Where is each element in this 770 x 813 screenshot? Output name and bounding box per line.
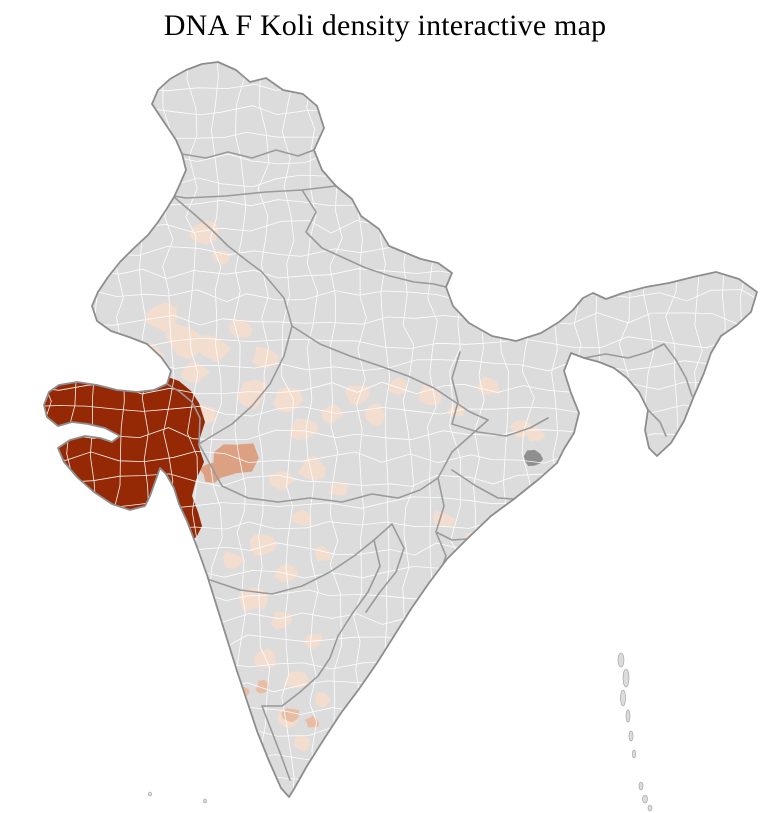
low-density-district[interactable]: [268, 471, 296, 492]
low-density-district[interactable]: [305, 633, 323, 650]
high-density-region-gujarat[interactable]: [40, 376, 205, 538]
medium-density-district[interactable]: [213, 443, 259, 479]
low-density-district[interactable]: [272, 387, 304, 413]
low-density-district[interactable]: [387, 377, 408, 395]
low-density-district[interactable]: [238, 587, 269, 612]
low-density-district[interactable]: [288, 418, 319, 441]
low-density-district[interactable]: [477, 376, 500, 395]
low-density-district[interactable]: [293, 735, 311, 752]
low-density-district[interactable]: [270, 610, 293, 630]
india-outline: [43, 61, 758, 798]
low-density-district[interactable]: [236, 379, 267, 410]
low-density-district[interactable]: [275, 563, 300, 582]
medium-density-district[interactable]: [199, 462, 221, 484]
low-density-district[interactable]: [254, 648, 276, 669]
low-density-district[interactable]: [115, 360, 136, 384]
low-density-district[interactable]: [292, 509, 312, 527]
low-density-district[interactable]: [223, 551, 246, 570]
low-density-district[interactable]: [189, 220, 220, 245]
low-density-district[interactable]: [212, 249, 231, 265]
low-density-district[interactable]: [314, 691, 332, 709]
low-density-district[interactable]: [320, 403, 344, 423]
low-density-district[interactable]: [329, 483, 349, 496]
state-borders: [147, 149, 693, 781]
islands-andaman-nicobar: [148, 652, 653, 812]
low-density-district[interactable]: [249, 534, 278, 557]
low-density-district[interactable]: [199, 334, 232, 363]
low-density-district[interactable]: [164, 323, 209, 360]
low-density-district[interactable]: [315, 545, 333, 562]
map-title: DNA F Koli density interactive map: [163, 9, 607, 42]
low-density-district[interactable]: [283, 671, 309, 689]
low-density-district[interactable]: [297, 455, 326, 482]
trace-density-district[interactable]: [255, 679, 269, 694]
low-density-district[interactable]: [251, 346, 280, 369]
